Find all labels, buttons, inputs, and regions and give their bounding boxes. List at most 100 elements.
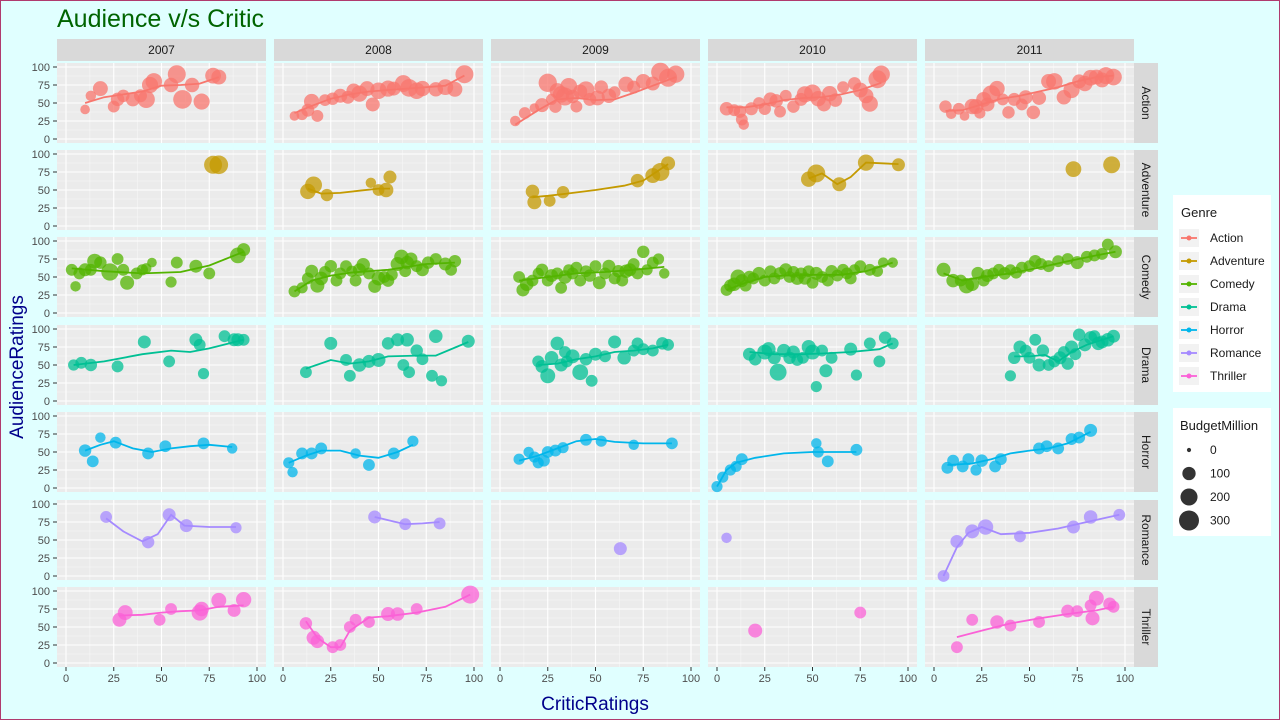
x-tick-label: 75 [420,673,432,685]
y-tick-label: 25 [38,378,50,390]
facet-panel [491,325,700,405]
data-point [549,100,562,113]
data-point [368,510,382,524]
data-point [962,453,975,466]
facet-panel [57,500,266,580]
facet-panel [57,237,266,317]
smooth-trend-line [119,604,244,617]
facet-panel [274,150,483,230]
y-tick-label: 0 [44,571,50,583]
y-tick-label: 25 [38,553,50,565]
data-point [543,194,556,207]
facet-panel [925,500,1134,582]
genre-legend-label: Horror [1210,323,1244,337]
data-point [162,508,176,522]
data-point [863,337,876,350]
data-point [555,281,568,294]
smooth-trend-line [942,513,1120,577]
facet-panel [708,412,917,493]
data-point [1026,105,1041,120]
data-point [965,277,979,291]
facet-panel [491,150,700,230]
facet-panel [274,237,483,317]
data-point [1072,328,1086,341]
data-point [194,601,209,617]
data-point [391,333,405,347]
smooth-trend-line [808,161,899,186]
data-point [226,443,238,454]
smooth-trend-line [84,76,220,104]
genre-legend-label: Comedy [1210,277,1255,291]
data-point [303,93,320,110]
data-point [861,95,878,112]
x-axis-title: CriticRatings [541,694,649,715]
data-point [513,453,525,465]
data-point [227,603,241,617]
facet-strip-year [491,39,700,61]
x-tick-label: 25 [976,673,988,685]
facet-panel [57,587,266,667]
y-tick-label: 100 [32,149,50,161]
data-point [599,350,611,363]
x-tick-label: 100 [899,673,917,685]
data-point [433,517,446,530]
data-point [821,274,834,287]
legend-key-point [1186,304,1192,310]
data-point [197,368,210,380]
y-tick-label: 50 [38,622,50,634]
y-tick-label: 75 [38,604,50,616]
data-point [659,268,670,279]
smooth-trend-line [538,343,669,366]
facet-panel [57,150,266,230]
y-tick-label: 0 [44,308,50,320]
data-point [153,613,166,626]
genre-legend [1173,195,1271,392]
data-point [305,264,319,278]
genre-legend-label: Drama [1210,300,1246,314]
data-point [95,432,106,443]
y-tick-label: 75 [38,517,50,529]
data-point [1046,73,1063,90]
data-point [977,519,994,535]
data-point [189,259,203,273]
smooth-trend-line [294,74,465,114]
smooth-trend-line [726,261,893,291]
legend-key-point [1186,235,1192,241]
data-point [203,267,216,280]
data-point [602,259,616,273]
y-tick-label: 75 [38,254,50,266]
data-point [141,535,155,549]
data-point [535,98,550,113]
data-point [595,435,607,447]
data-point [1036,344,1050,357]
data-point [585,374,598,387]
smooth-trend-line [514,76,677,126]
data-point [592,276,606,290]
y-tick-label: 50 [38,98,50,110]
smooth-trend-line [84,440,233,453]
x-tick-label: 0 [931,673,937,685]
x-tick-label: 100 [682,673,700,685]
smooth-trend-line [294,261,455,293]
facet-strip-genre-label: Adventure [1139,163,1153,218]
y-tick-label: 50 [38,185,50,197]
data-point [613,542,627,556]
facet-strip-genre-label: Romance [1139,514,1153,566]
smooth-trend-line [305,593,471,649]
data-point [608,335,622,349]
facet-strip-genre [1134,587,1158,667]
x-tick-label: 100 [1116,673,1134,685]
smooth-trend-line [749,342,894,356]
data-point [617,351,631,365]
facet-panel [925,325,1134,405]
x-tick-label: 50 [589,673,601,685]
data-point [211,592,227,608]
data-point [117,605,133,621]
genre-legend-label: Adventure [1210,254,1265,268]
data-point [608,86,621,99]
facet-panel [57,325,266,405]
facet-panel [274,585,483,667]
data-point [821,455,834,468]
y-tick-label: 100 [32,411,50,423]
